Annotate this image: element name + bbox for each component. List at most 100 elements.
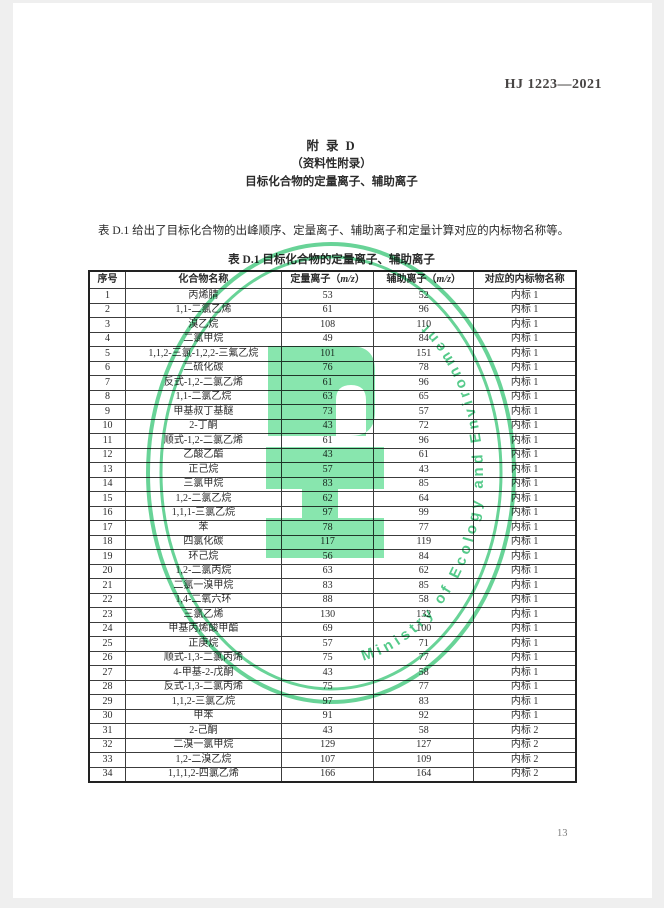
table-row: 14 三氯甲烷 83 85 内标 1 [88,476,577,492]
column-header-quant-ion: 定量离子（m/z） [280,270,375,289]
cell-aux-ion: 77 [373,520,475,536]
cell-compound: 正庚烷 [125,636,282,652]
cell-seq: 5 [88,346,127,362]
cell-internal-std: 内标 1 [473,520,577,536]
cell-seq: 19 [88,549,127,565]
cell-internal-std: 内标 1 [473,418,577,434]
column-header-aux-ion: 辅助离子（m/z） [373,270,475,289]
cell-internal-std: 内标 1 [473,433,577,449]
cell-seq: 31 [88,723,127,739]
cell-aux-ion: 85 [373,578,475,594]
cell-aux-ion: 110 [373,317,475,333]
cell-quant-ion: 53 [280,288,375,304]
cell-internal-std: 内标 1 [473,650,577,666]
cell-internal-std: 内标 1 [473,563,577,579]
cell-compound: 2-己酮 [125,723,282,739]
cell-internal-std: 内标 1 [473,404,577,420]
table-row: 32 二溴一氯甲烷 129 127 内标 2 [88,737,577,753]
cell-compound: 反式-1,3-二氯丙烯 [125,679,282,695]
cell-compound: 二溴一氯甲烷 [125,737,282,753]
cell-seq: 6 [88,360,127,376]
cell-aux-ion: 72 [373,418,475,434]
cell-aux-ion: 57 [373,404,475,420]
cell-seq: 4 [88,331,127,347]
cell-aux-ion: 84 [373,549,475,565]
cell-quant-ion: 61 [280,433,375,449]
table-row: 22 1,4-二氧六环 88 58 内标 1 [88,592,577,608]
cell-internal-std: 内标 1 [473,694,577,710]
cell-compound: 1,1,2-三氯-1,2,2-三氟乙烷 [125,346,282,362]
cell-aux-ion: 100 [373,621,475,637]
cell-quant-ion: 63 [280,563,375,579]
cell-compound: 二氯甲烷 [125,331,282,347]
cell-quant-ion: 57 [280,636,375,652]
appendix-title: 附 录 D [306,139,357,153]
cell-compound: 反式-1,2-二氯乙烯 [125,375,282,391]
cell-compound: 环己烷 [125,549,282,565]
table-row: 23 三氯乙烯 130 132 内标 1 [88,607,577,623]
cell-compound: 1,1,1-三氯乙烷 [125,505,282,521]
cell-quant-ion: 75 [280,650,375,666]
table-header-row: 序号 化合物名称 定量离子（m/z） 辅助离子（m/z） 对应的内标物名称 [88,270,577,289]
cell-internal-std: 内标 1 [473,592,577,608]
cell-quant-ion: 117 [280,534,375,550]
cell-aux-ion: 58 [373,592,475,608]
table-row: 12 乙酸乙酯 43 61 内标 1 [88,447,577,463]
cell-quant-ion: 108 [280,317,375,333]
cell-quant-ion: 49 [280,331,375,347]
table-row: 31 2-己酮 43 58 内标 2 [88,723,577,739]
cell-aux-ion: 85 [373,476,475,492]
cell-aux-ion: 58 [373,665,475,681]
cell-compound: 1,1-二氯乙烯 [125,302,282,318]
cell-compound: 1,2-二氯丙烷 [125,563,282,579]
cell-aux-ion: 43 [373,462,475,478]
cell-internal-std: 内标 2 [473,752,577,768]
cell-aux-ion: 99 [373,505,475,521]
cell-internal-std: 内标 2 [473,723,577,739]
cell-quant-ion: 76 [280,360,375,376]
cell-internal-std: 内标 1 [473,679,577,695]
cell-internal-std: 内标 1 [473,288,577,304]
table-row: 30 甲苯 91 92 内标 1 [88,708,577,724]
cell-seq: 30 [88,708,127,724]
cell-seq: 33 [88,752,127,768]
cell-internal-std: 内标 1 [473,346,577,362]
cell-compound: 苯 [125,520,282,536]
cell-seq: 3 [88,317,127,333]
table-row: 27 4-甲基-2-戊酮 43 58 内标 1 [88,665,577,681]
table-row: 33 1,2-二溴乙烷 107 109 内标 2 [88,752,577,768]
cell-internal-std: 内标 1 [473,708,577,724]
cell-internal-std: 内标 1 [473,462,577,478]
cell-aux-ion: 64 [373,491,475,507]
cell-aux-ion: 77 [373,650,475,666]
cell-aux-ion: 96 [373,433,475,449]
cell-aux-ion: 61 [373,447,475,463]
column-header-internal-std: 对应的内标物名称 [473,270,577,289]
column-header-compound: 化合物名称 [125,270,282,289]
cell-seq: 18 [88,534,127,550]
cell-aux-ion: 83 [373,694,475,710]
table-row: 17 苯 78 77 内标 1 [88,520,577,536]
table-row: 18 四氯化碳 117 119 内标 1 [88,534,577,550]
cell-internal-std: 内标 2 [473,737,577,753]
cell-quant-ion: 69 [280,621,375,637]
cell-internal-std: 内标 2 [473,766,577,783]
cell-compound: 顺式-1,2-二氯乙烯 [125,433,282,449]
table-row: 28 反式-1,3-二氯丙烯 75 77 内标 1 [88,679,577,695]
appendix-subtitle: （资料性附录） [291,158,372,170]
cell-compound: 四氯化碳 [125,534,282,550]
table-row: 5 1,1,2-三氯-1,2,2-三氟乙烷 101 151 内标 1 [88,346,577,362]
cell-aux-ion: 65 [373,389,475,405]
cell-compound: 溴乙烷 [125,317,282,333]
table-row: 11 顺式-1,2-二氯乙烯 61 96 内标 1 [88,433,577,449]
table-row: 7 反式-1,2-二氯乙烯 61 96 内标 1 [88,375,577,391]
cell-internal-std: 内标 1 [473,578,577,594]
table-row: 26 顺式-1,3-二氯丙烯 75 77 内标 1 [88,650,577,666]
cell-compound: 1,1,1,2-四氯乙烯 [125,766,282,783]
table-caption: 表 D.1 目标化合物的定量离子、辅助离子 [228,254,435,266]
cell-quant-ion: 78 [280,520,375,536]
cell-seq: 22 [88,592,127,608]
cell-compound: 甲苯 [125,708,282,724]
table-row: 24 甲基丙烯酸甲酯 69 100 内标 1 [88,621,577,637]
cell-aux-ion: 71 [373,636,475,652]
